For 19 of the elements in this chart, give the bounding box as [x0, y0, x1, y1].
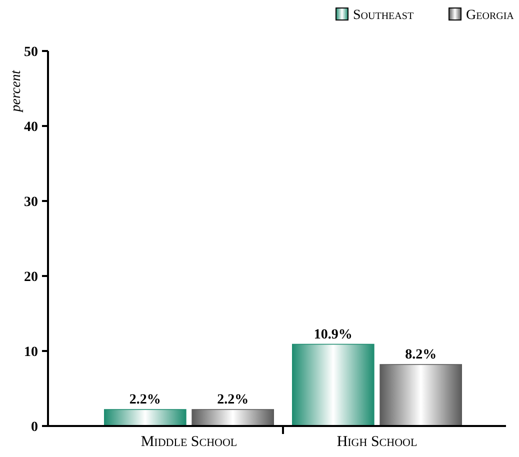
bar	[292, 344, 374, 426]
data-label: 8.2%	[405, 348, 437, 362]
bar	[380, 364, 462, 426]
y-axis-title: percent	[9, 69, 24, 113]
y-tick-label: 30	[24, 194, 38, 210]
x-tick-label: High School	[336, 434, 418, 450]
y-tick-label: 20	[24, 270, 38, 285]
y-tick-label: 50	[24, 44, 38, 60]
y-tick-label: 10	[24, 344, 38, 360]
legend-label: Southeast	[353, 8, 414, 23]
bar	[104, 409, 186, 426]
data-label: 10.9%	[314, 327, 352, 342]
x-tick-label: Middle School	[140, 434, 238, 450]
data-label: 2.2%	[217, 392, 249, 408]
bar	[192, 409, 274, 426]
y-tick-label: 0	[31, 420, 38, 435]
y-tick-label: 40	[24, 120, 38, 135]
legend-label: Georgia	[466, 8, 515, 23]
data-label: 2.2%	[129, 392, 161, 408]
